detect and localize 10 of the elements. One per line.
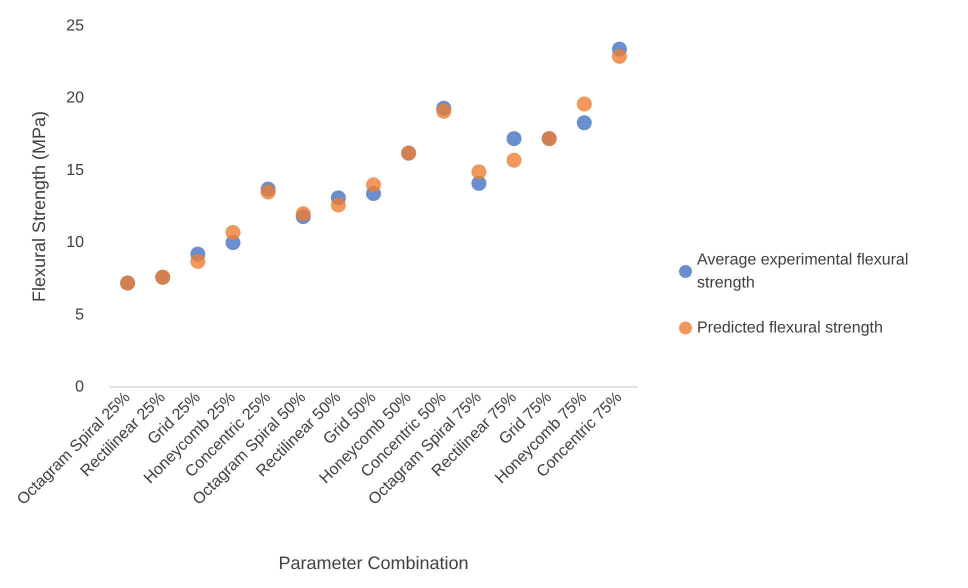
legend-label: Predicted flexural strength: [697, 320, 883, 336]
y-tick-label: 25: [66, 18, 84, 34]
y-tick-label: 10: [66, 234, 84, 252]
y-tick-label: 20: [66, 90, 84, 107]
x-axis-title: Parameter Combination: [278, 553, 469, 573]
y-tick-label: 15: [66, 162, 84, 179]
y-tick-label: 5: [75, 306, 84, 324]
legend-label: Average experimental flexural strength: [697, 252, 913, 292]
y-tick-label: 0: [75, 378, 84, 396]
y-axis-title: Flexural Strength (MPa): [29, 110, 49, 302]
